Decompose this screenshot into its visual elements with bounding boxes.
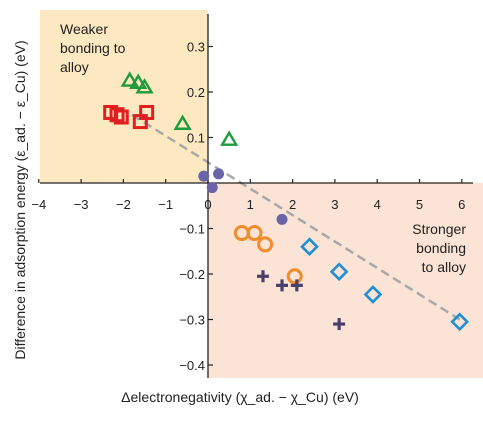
y-tick-label: 0.2 — [187, 85, 205, 100]
plus-marker — [256, 270, 269, 283]
triangle-marker — [135, 78, 154, 94]
x-tick-label: −1 — [158, 197, 173, 212]
diamond-marker — [450, 312, 470, 332]
y-tick-label: 0.3 — [187, 40, 205, 55]
square-marker — [139, 104, 155, 120]
triangle-marker — [173, 114, 192, 130]
triangle-marker — [120, 71, 139, 87]
y-axis-label: Difference in adsorption energy (ε_ad. −… — [12, 40, 28, 359]
plus-marker — [333, 318, 346, 331]
circle-marker — [286, 268, 303, 285]
diamond-marker — [363, 285, 383, 304]
y-tick-label: 0.1 — [187, 131, 205, 146]
x-tick-label: −2 — [116, 197, 131, 212]
trend-line-group — [131, 113, 461, 321]
x-tick-label: 3 — [331, 197, 338, 212]
x-tick-label: 6 — [458, 197, 465, 212]
trend-line — [131, 113, 461, 321]
top-left-label-line-1: Weaker — [60, 21, 108, 37]
x-tick-label: 2 — [289, 197, 296, 212]
triangle-marker — [220, 130, 239, 146]
plus-marker — [290, 279, 303, 292]
bottom-right-label-line-2: bonding — [416, 240, 466, 256]
dot-marker — [276, 213, 288, 225]
region-weaker-bonding — [40, 10, 208, 183]
tick-labels-group: −4 −3 −2 −1 0 1 2 3 4 5 6 0.3 0.2 0.1 −0.1 −0.2 −0.3 −0.4 — [31, 40, 465, 374]
x-axis-label: Δelectronegativity (χ_ad. − χ_Cu) (eV) — [121, 389, 359, 405]
top-left-label-line-2: bonding to — [60, 40, 126, 56]
square-marker — [109, 107, 125, 123]
diamond-marker — [329, 262, 349, 282]
x-tick-label: 0 — [204, 197, 211, 212]
data-points-group — [103, 71, 470, 332]
dot-marker — [206, 182, 218, 194]
y-tick-label: −0.3 — [179, 313, 205, 328]
circle-marker — [246, 225, 263, 242]
dot-marker — [198, 170, 210, 182]
y-tick-label: −0.1 — [179, 222, 205, 237]
plot-regions — [40, 10, 483, 378]
triangle-marker — [129, 73, 148, 90]
x-tick-label: −3 — [74, 197, 89, 212]
top-left-label-line-3: alloy — [60, 59, 89, 75]
bottom-right-label-line-3: to alloy — [422, 259, 466, 275]
bottom-right-label-line-1: Stronger — [412, 221, 466, 237]
y-tick-label: −0.4 — [179, 358, 205, 373]
diamond-marker — [300, 237, 319, 257]
x-tick-label: 4 — [374, 197, 381, 212]
axes-group — [38, 14, 473, 378]
y-tick-label: −0.2 — [179, 267, 205, 282]
region-stronger-bonding — [208, 183, 483, 378]
circle-marker — [257, 236, 274, 253]
x-tick-label: −4 — [31, 197, 46, 212]
plus-marker — [276, 279, 289, 292]
x-tick-label: 1 — [247, 197, 254, 212]
dot-marker — [213, 168, 225, 180]
x-tick-label: 5 — [416, 197, 423, 212]
square-marker — [113, 109, 129, 125]
